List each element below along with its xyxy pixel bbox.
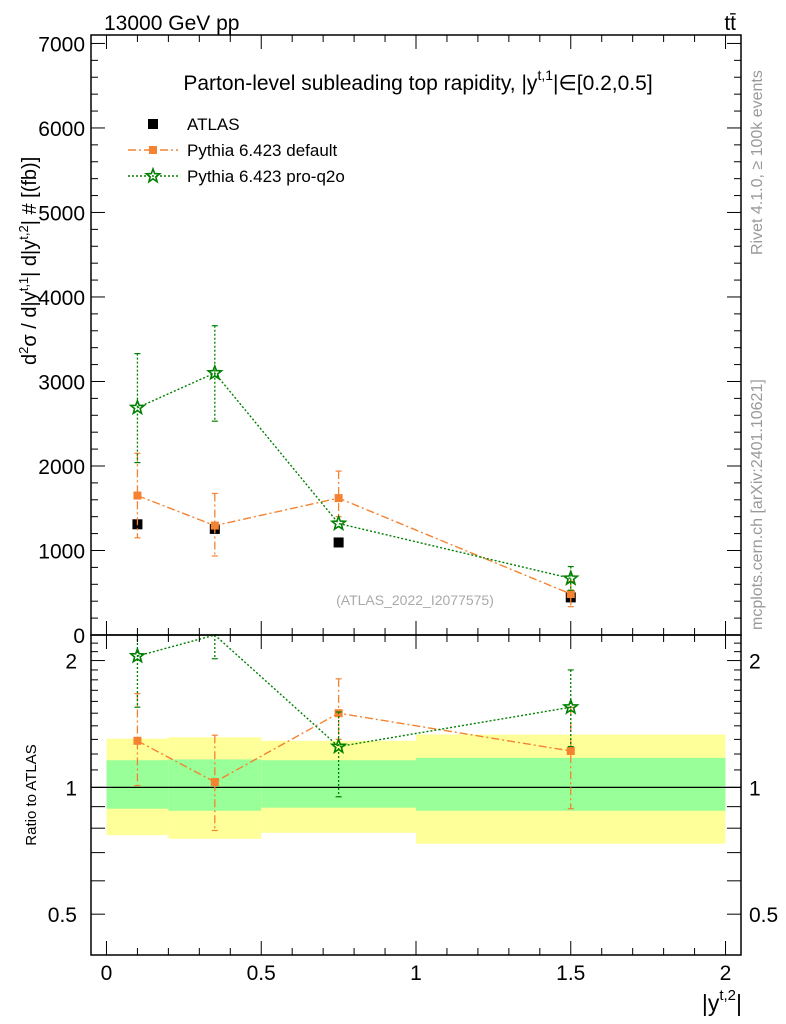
main-point-pythia-6-423-default xyxy=(334,494,343,503)
ratio-band-green xyxy=(106,760,169,809)
ratio-band-green xyxy=(416,757,726,811)
ratio-y-tick-label: 0.5 xyxy=(48,904,77,927)
ratio-line-pythia-6-423-default xyxy=(137,712,571,783)
ratio-line-pythia-6-423-pro-q2o xyxy=(137,634,571,748)
main-y-tick-label-zero: 0 xyxy=(73,625,85,648)
legend-label-atlas: ATLAS xyxy=(187,115,240,134)
ratio-axes-frame: 0.5 0.5 1 1 2 2 0 0.5 1 1.5 2 xyxy=(48,634,778,985)
chart-title: Parton-level subleading top rapidity, |y… xyxy=(183,67,652,95)
main-point-pythia-6-423-default xyxy=(210,521,219,530)
main-y-tick-label: 3000 xyxy=(38,371,85,394)
process-label: tt̄ xyxy=(724,12,736,35)
main-point-atlas xyxy=(333,537,344,548)
x-tick-label: 2 xyxy=(720,962,732,985)
main-series-layer xyxy=(128,325,580,608)
chart-title-superscript: t,1 xyxy=(537,67,553,83)
mcplots-label: mcplots.cern.ch [arXiv:2401.10621] xyxy=(749,379,766,630)
analysis-watermark: (ATLAS_2022_I2077575) xyxy=(336,592,494,608)
x-tick-label: 1 xyxy=(410,962,422,985)
main-y-tick-label: 4000 xyxy=(38,287,85,310)
ratio-point-pythia-6-423-pro-q2o xyxy=(128,646,147,664)
main-point-pythia-6-423-pro-q2o xyxy=(206,363,224,381)
ratio-point-pythia-6-423-pro-q2o xyxy=(329,737,348,755)
main-axes-frame: 1000 2000 3000 4000 5000 6000 7000 0 xyxy=(38,33,742,648)
main-point-pythia-6-423-pro-q2o xyxy=(128,398,147,416)
main-y-tick-label: 2000 xyxy=(38,456,85,479)
main-y-tick-label: 5000 xyxy=(38,202,85,225)
main-y-tick-label: 6000 xyxy=(38,118,85,141)
x-tick-label: 0.5 xyxy=(247,962,276,985)
main-point-pythia-6-423-default xyxy=(133,491,142,500)
ratio-point-pythia-6-423-default xyxy=(210,777,219,786)
main-y-axis-label: d2σ / d|yt,1| d|yt,2| # [(fb)] xyxy=(16,157,41,365)
legend-label-pythia-6-423-default: Pythia 6.423 default xyxy=(187,141,338,160)
rivet-version-label: Rivet 4.1.0, ≥ 100k events xyxy=(749,70,766,255)
ratio-band-green xyxy=(261,760,416,808)
main-y-axis-label-text: d2σ / d|yt,1| d|yt,2| # [(fb)] xyxy=(16,157,41,365)
x-axis-label: |yt,2| xyxy=(702,987,742,1016)
ratio-y-tick-label-right: 2 xyxy=(749,651,761,674)
main-point-pythia-6-423-pro-q2o xyxy=(329,514,348,531)
energy-label: 13000 GeV pp xyxy=(104,12,239,35)
legend-marker-pythia-6-423-pro-q2o xyxy=(144,166,162,184)
ratio-point-pythia-6-423-default xyxy=(566,746,575,755)
x-tick-label: 0 xyxy=(101,962,113,985)
ratio-y-axis-label: Ratio to ATLAS xyxy=(23,744,40,845)
main-point-pythia-6-423-default xyxy=(566,590,575,599)
legend-marker-pythia-6-423-default xyxy=(149,146,157,154)
ratio-y-tick-label-right: 0.5 xyxy=(749,904,778,927)
ratio-uncertainty-bands xyxy=(91,734,741,844)
ratio-y-tick-label: 1 xyxy=(65,777,77,800)
ratio-y-tick-label: 2 xyxy=(65,651,77,674)
main-line-pythia-6-423-pro-q2o xyxy=(137,372,571,580)
legend-label-pythia-6-423-pro-q2o: Pythia 6.423 pro-q2o xyxy=(187,167,345,186)
main-point-pythia-6-423-pro-q2o xyxy=(561,569,580,586)
legend-marker-atlas xyxy=(148,119,158,129)
ratio-series-layer xyxy=(128,634,580,832)
chart-title-lead: Parton-level subleading top rapidity, |y xyxy=(183,72,538,95)
main-y-tick-label: 7000 xyxy=(38,33,85,56)
ratio-point-pythia-6-423-pro-q2o xyxy=(561,697,580,715)
main-line-pythia-6-423-default xyxy=(137,494,572,595)
ratio-point-pythia-6-423-default xyxy=(133,736,142,745)
ratio-y-tick-label-right: 1 xyxy=(749,777,761,800)
main-y-tick-label: 1000 xyxy=(38,540,85,563)
legend: ATLAS Pythia 6.423 default Pythia 6.423 pr… xyxy=(128,115,345,186)
chart-title-tail: |∈[0.2,0.5] xyxy=(553,72,653,95)
x-tick-label: 1.5 xyxy=(556,962,585,985)
